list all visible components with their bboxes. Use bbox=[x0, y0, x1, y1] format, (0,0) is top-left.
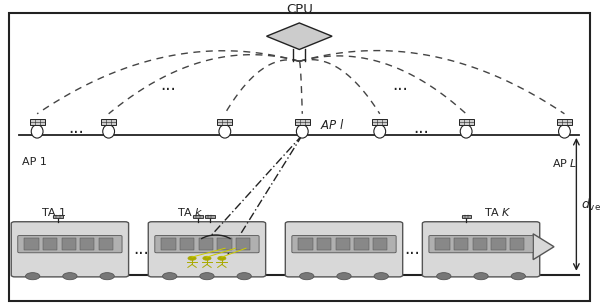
Circle shape bbox=[203, 256, 211, 260]
Bar bbox=[459, 119, 474, 125]
Circle shape bbox=[299, 273, 314, 280]
Bar bbox=[161, 238, 176, 250]
Text: ...: ... bbox=[405, 240, 421, 258]
Text: ...: ... bbox=[133, 240, 149, 258]
FancyBboxPatch shape bbox=[285, 222, 402, 277]
Ellipse shape bbox=[296, 125, 308, 138]
Text: TA $k$: TA $k$ bbox=[177, 206, 204, 218]
Circle shape bbox=[374, 273, 388, 280]
Text: ...: ... bbox=[68, 119, 84, 137]
Circle shape bbox=[25, 273, 40, 280]
Bar bbox=[372, 119, 387, 125]
Text: ...: ... bbox=[202, 266, 211, 276]
Bar bbox=[101, 119, 116, 125]
Text: ...: ... bbox=[161, 76, 176, 94]
Bar bbox=[53, 215, 62, 218]
Ellipse shape bbox=[460, 125, 472, 138]
Text: $d_{\rm ve}$: $d_{\rm ve}$ bbox=[581, 197, 601, 213]
Text: ...: ... bbox=[393, 76, 408, 94]
Bar bbox=[355, 238, 368, 250]
Bar bbox=[24, 238, 39, 250]
Circle shape bbox=[337, 273, 351, 280]
Circle shape bbox=[162, 273, 177, 280]
Circle shape bbox=[474, 273, 488, 280]
Circle shape bbox=[63, 273, 77, 280]
FancyBboxPatch shape bbox=[155, 236, 259, 253]
Bar bbox=[193, 215, 202, 218]
Text: ...: ... bbox=[413, 119, 429, 137]
FancyBboxPatch shape bbox=[18, 236, 122, 253]
Circle shape bbox=[437, 273, 451, 280]
Bar bbox=[491, 238, 505, 250]
Bar bbox=[462, 215, 471, 218]
Text: AP $L$: AP $L$ bbox=[551, 157, 577, 169]
FancyBboxPatch shape bbox=[422, 222, 540, 277]
Circle shape bbox=[200, 273, 214, 280]
Text: AP $l$: AP $l$ bbox=[320, 118, 345, 132]
Bar bbox=[62, 238, 76, 250]
FancyBboxPatch shape bbox=[429, 236, 533, 253]
Bar bbox=[43, 238, 57, 250]
Bar bbox=[454, 238, 468, 250]
Bar bbox=[336, 238, 350, 250]
Bar bbox=[473, 238, 487, 250]
Bar bbox=[205, 215, 215, 218]
Bar bbox=[218, 119, 232, 125]
Bar bbox=[510, 238, 524, 250]
Bar bbox=[236, 238, 250, 250]
Text: AP 1: AP 1 bbox=[22, 157, 47, 167]
Polygon shape bbox=[267, 23, 332, 50]
Circle shape bbox=[511, 273, 525, 280]
Bar bbox=[217, 238, 231, 250]
Ellipse shape bbox=[559, 125, 570, 138]
Polygon shape bbox=[533, 234, 554, 259]
Text: TA $K$: TA $K$ bbox=[484, 206, 512, 218]
Text: CPU: CPU bbox=[286, 2, 313, 16]
Bar bbox=[199, 238, 213, 250]
Bar bbox=[295, 119, 310, 125]
Bar bbox=[436, 238, 450, 250]
Bar bbox=[298, 238, 313, 250]
Bar bbox=[317, 238, 331, 250]
Circle shape bbox=[237, 273, 251, 280]
FancyBboxPatch shape bbox=[148, 222, 265, 277]
Circle shape bbox=[218, 256, 226, 260]
FancyBboxPatch shape bbox=[12, 222, 128, 277]
Ellipse shape bbox=[32, 125, 43, 138]
Circle shape bbox=[188, 256, 196, 260]
Bar bbox=[99, 238, 113, 250]
Bar bbox=[30, 119, 45, 125]
Bar bbox=[373, 238, 387, 250]
Text: $\theta_{kl}$: $\theta_{kl}$ bbox=[248, 229, 266, 244]
Bar bbox=[557, 119, 572, 125]
Ellipse shape bbox=[219, 125, 231, 138]
FancyBboxPatch shape bbox=[292, 236, 396, 253]
Text: TA 1: TA 1 bbox=[42, 207, 66, 218]
Bar bbox=[80, 238, 95, 250]
Circle shape bbox=[100, 273, 115, 280]
Ellipse shape bbox=[103, 125, 115, 138]
Bar bbox=[180, 238, 195, 250]
Ellipse shape bbox=[374, 125, 385, 138]
